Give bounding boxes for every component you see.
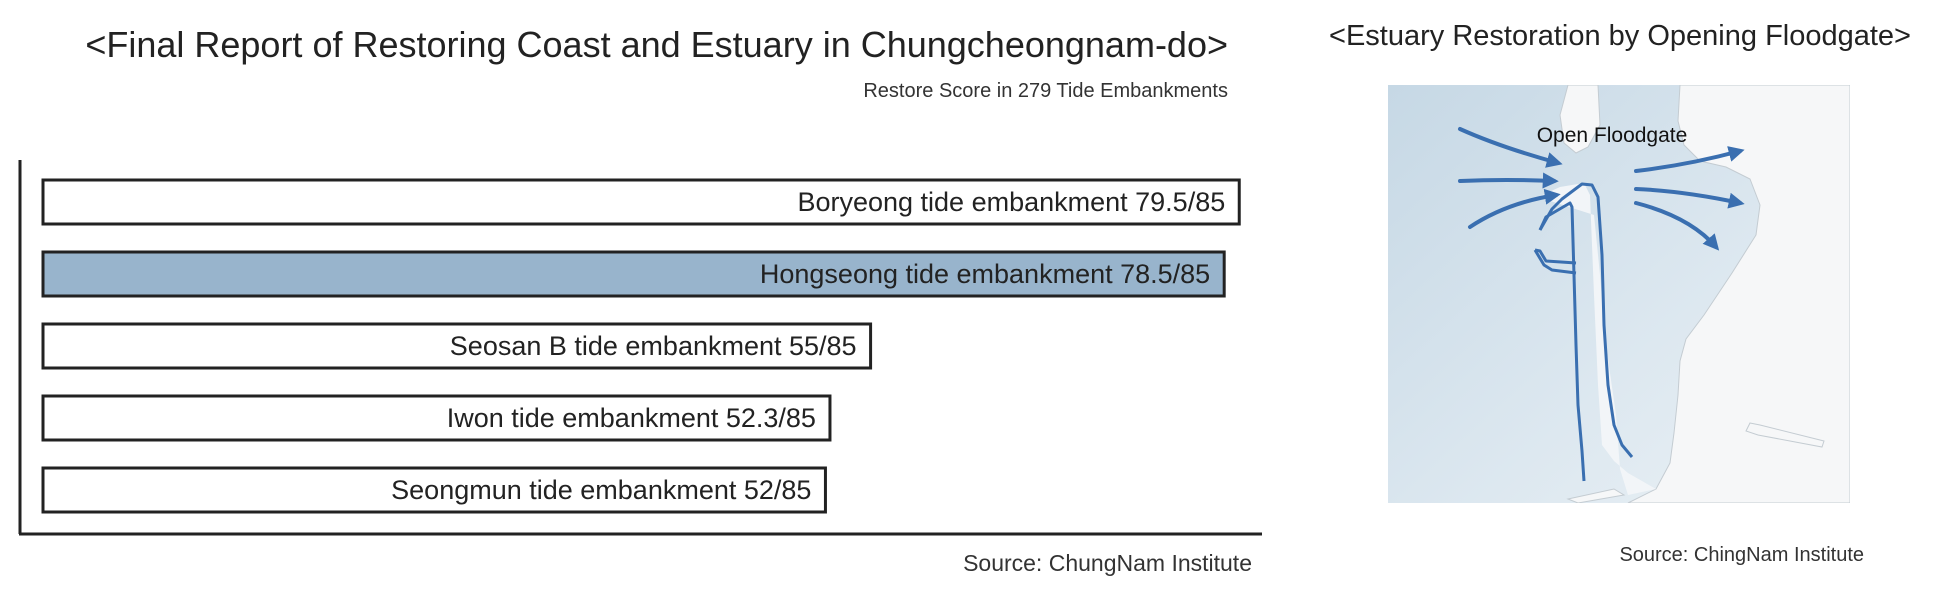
estuary-floodgate-map: Open Floodgate [1388,85,1850,503]
left-source: Source: ChungNam Institute [963,550,1252,576]
right-source: Source: ChingNam Institute [1619,544,1864,566]
bar-1 [41,250,1226,298]
outflow-arrow-1 [1634,146,1745,173]
bar-2 [41,322,873,370]
bar-0 [41,178,1241,226]
open-floodgate-label: Open Floodgate [1537,124,1688,147]
outflow-arrow-3 [1634,201,1720,251]
floodgate-channel [1538,183,1656,495]
bar-label-4: Seongmun tide embankment 52/85 [391,475,811,505]
jetty [1745,422,1825,448]
embankment-outline [1533,182,1634,482]
inflow-arrow-1 [1458,127,1563,168]
bar-label-2: Seosan B tide embankment 55/85 [450,331,857,361]
upper-land [1559,85,1601,154]
left-title: <Final Report of Restoring Coast and Est… [85,24,1228,65]
left-subtitle: Restore Score in 279 Tide Embankments [863,80,1228,102]
bar-4 [41,466,827,514]
bar-label-3: Iwon tide embankment 52.3/85 [447,403,816,433]
south-pier [1566,488,1626,503]
bar-label-1: Hongseong tide embankment 78.5/85 [760,259,1210,289]
inflow-arrow-2 [1458,172,1559,189]
inflow-arrow-3 [1468,188,1561,229]
outflow-arrow-2 [1634,187,1745,209]
right-coast-land [1627,85,1850,503]
bar-3 [41,394,832,442]
right-title: <Estuary Restoration by Opening Floodgat… [1329,20,1911,52]
flow-arrows [1458,127,1745,251]
restore-score-bar-chart: Boryeong tide embankment 79.5/85 Hongseon… [18,160,1262,536]
bar-label-0: Boryeong tide embankment 79.5/85 [797,187,1225,217]
